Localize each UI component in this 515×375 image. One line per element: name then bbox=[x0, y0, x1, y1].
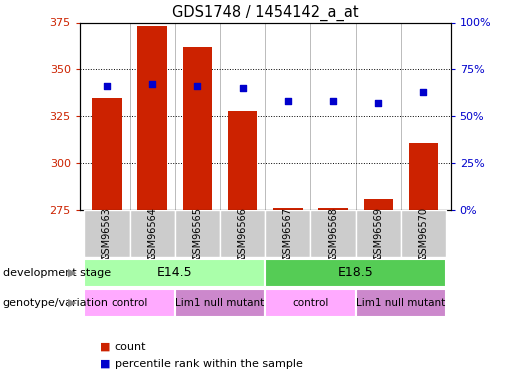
Bar bbox=[356, 289, 446, 317]
Bar bbox=[265, 210, 311, 257]
Bar bbox=[265, 259, 446, 287]
Point bbox=[193, 83, 201, 89]
Text: GSM96565: GSM96565 bbox=[193, 207, 202, 260]
Text: E14.5: E14.5 bbox=[157, 266, 193, 279]
Text: E18.5: E18.5 bbox=[338, 266, 373, 279]
Bar bbox=[273, 208, 302, 210]
Text: GSM96567: GSM96567 bbox=[283, 207, 293, 260]
Bar bbox=[92, 98, 122, 210]
Text: control: control bbox=[292, 298, 329, 308]
Text: control: control bbox=[111, 298, 148, 308]
Bar bbox=[318, 208, 348, 210]
Text: GSM96563: GSM96563 bbox=[102, 207, 112, 260]
Point bbox=[374, 100, 383, 106]
Point bbox=[419, 89, 427, 95]
Bar bbox=[409, 142, 438, 210]
Point bbox=[238, 85, 247, 91]
Text: percentile rank within the sample: percentile rank within the sample bbox=[115, 359, 303, 369]
Bar bbox=[364, 199, 393, 210]
Bar bbox=[84, 259, 265, 287]
Bar bbox=[84, 210, 130, 257]
Bar bbox=[175, 210, 220, 257]
Point bbox=[329, 98, 337, 104]
Bar bbox=[138, 26, 167, 210]
Bar bbox=[228, 111, 258, 210]
Bar bbox=[265, 289, 356, 317]
Text: development stage: development stage bbox=[3, 268, 111, 278]
Bar bbox=[356, 210, 401, 257]
Bar bbox=[220, 210, 265, 257]
Point bbox=[284, 98, 292, 104]
Text: ■: ■ bbox=[100, 359, 111, 369]
Text: GSM96568: GSM96568 bbox=[328, 207, 338, 260]
Text: GSM96569: GSM96569 bbox=[373, 207, 383, 260]
Bar bbox=[401, 210, 446, 257]
Point bbox=[103, 83, 111, 89]
Text: GSM96566: GSM96566 bbox=[237, 207, 248, 260]
Text: ▶: ▶ bbox=[67, 298, 76, 307]
Text: ▶: ▶ bbox=[67, 268, 76, 278]
Bar bbox=[183, 47, 212, 210]
Text: count: count bbox=[115, 342, 146, 352]
Bar bbox=[311, 210, 356, 257]
Title: GDS1748 / 1454142_a_at: GDS1748 / 1454142_a_at bbox=[172, 5, 358, 21]
Text: genotype/variation: genotype/variation bbox=[3, 298, 109, 307]
Bar bbox=[84, 289, 175, 317]
Bar bbox=[130, 210, 175, 257]
Bar bbox=[175, 289, 265, 317]
Text: ■: ■ bbox=[100, 342, 111, 352]
Point bbox=[148, 81, 156, 87]
Text: Lim1 null mutant: Lim1 null mutant bbox=[356, 298, 445, 308]
Text: Lim1 null mutant: Lim1 null mutant bbox=[176, 298, 265, 308]
Text: GSM96570: GSM96570 bbox=[419, 207, 428, 260]
Text: GSM96564: GSM96564 bbox=[147, 207, 157, 260]
